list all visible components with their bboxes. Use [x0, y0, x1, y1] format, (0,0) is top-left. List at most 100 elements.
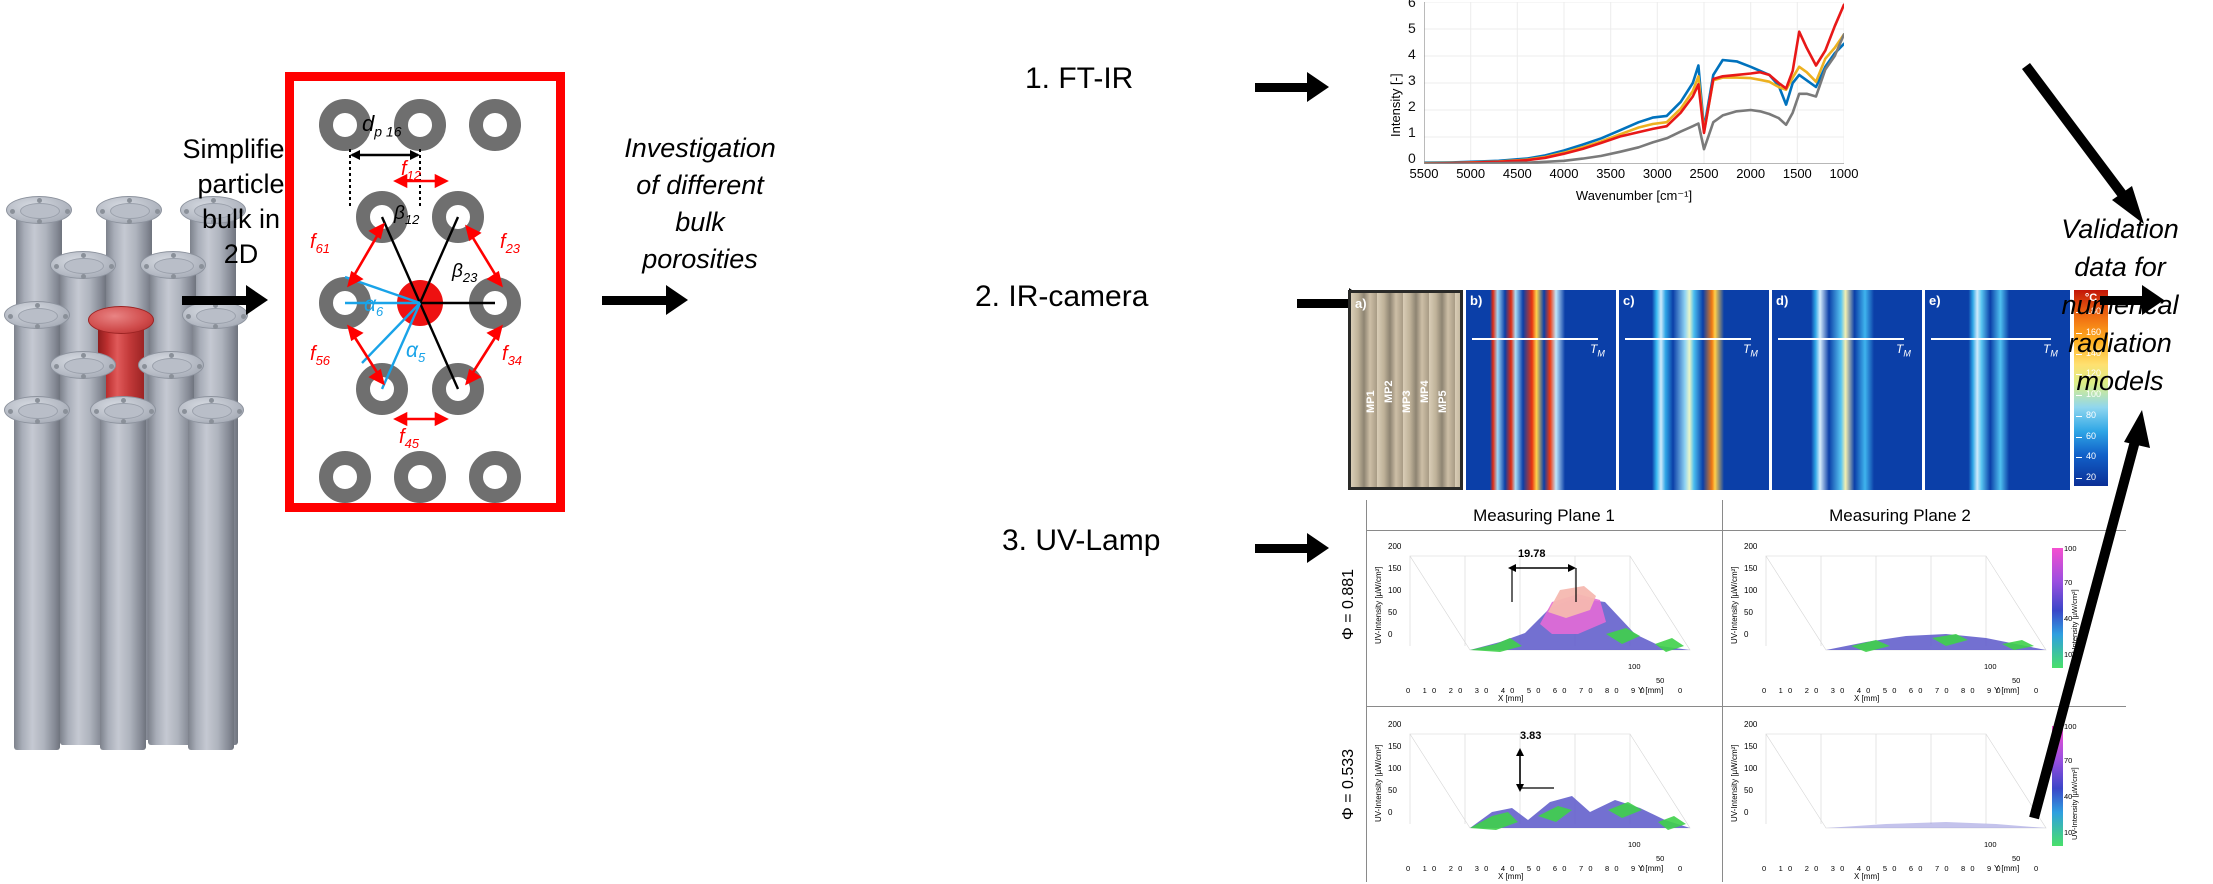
view-factor-f45-label: f45 — [399, 426, 419, 451]
chart-xticks: 5500 5000 4500 4000 3500 3000 2500 2000 1500 1000 — [1410, 166, 1859, 186]
arrow-converge-top — [2022, 63, 2144, 224]
x-tick: 5000 — [1456, 166, 1486, 181]
x-tick: 10 — [1422, 686, 1442, 695]
uv-xticks-r2c1: 0 10 20 30 40 50 60 70 80 90 — [1406, 864, 1650, 873]
uv-ylabel-r1c2: Y [mm] — [1994, 686, 2020, 695]
tm-line-b — [1472, 338, 1598, 340]
uv-annotation-r1c1: 19.78 — [1518, 548, 1546, 560]
particle-ring-4 — [432, 363, 484, 415]
uv-zlabel-r1c1: UV-Intensity [µW/cm²] — [1374, 566, 1383, 644]
f12-base: f — [401, 158, 407, 180]
view-factor-f34-label: f34 — [502, 343, 522, 368]
x-tick: 30 — [1474, 864, 1494, 873]
rod-cap — [180, 196, 246, 224]
uv-zlabel-r2c2: UV-Intensity [µW/cm²] — [1730, 744, 1739, 822]
colorbar-tick-mark — [2076, 312, 2082, 313]
simplified-2d-bulk-diagram: dp 16 f12 f61 f23 f34 f56 f45 β12 β23 α6… — [285, 72, 565, 512]
dp16-dimension-label: dp 16 — [362, 111, 402, 139]
colorbar-tick: 40 — [2086, 451, 2097, 462]
chart-plot-area — [1424, 2, 1844, 164]
x-tick: 40 — [1856, 864, 1876, 873]
cb-tick: 70 — [2064, 756, 2073, 765]
conclusion-line-3: radiation — [2068, 328, 2172, 358]
investigation-line-0: Investigation — [624, 133, 776, 163]
colorbar-tick-mark — [2076, 478, 2082, 479]
dp-sub: p 16 — [374, 123, 402, 140]
f12-sub: 12 — [406, 168, 422, 183]
porosity-label-row2: Φ = 0.533 — [1340, 748, 1357, 820]
x-tick: 80 — [1605, 686, 1624, 695]
investigation-text-block: Investigation of different bulk porositi… — [600, 130, 800, 278]
step-label-line-2: bulk in — [201, 204, 281, 234]
colorbar-tick-mark — [2076, 374, 2082, 376]
y-tick: 100 — [1628, 840, 1641, 849]
rod-cap — [4, 396, 70, 424]
panel-label-d: d) — [1776, 293, 1789, 308]
beta-12-label: β12 — [394, 203, 419, 227]
x-tick: 80 — [1961, 864, 1980, 873]
alpha-5-label: α5 — [406, 339, 425, 365]
uv-grid-divider-top — [1366, 530, 2126, 531]
z-tick: 0 — [1388, 808, 1393, 817]
x-tick: 1500 — [1782, 166, 1812, 181]
x-tick: 3000 — [1642, 166, 1672, 181]
tm-base-c: T — [1743, 342, 1751, 356]
chart-series-sample-2 — [1424, 33, 1844, 164]
z-tick: 50 — [1388, 786, 1397, 795]
z-tick: 150 — [1388, 742, 1402, 751]
porosity-label-row1: Φ = 0.881 — [1340, 568, 1357, 640]
uv-surface-plot-r2c2: UV-Intensity [µW/cm²] 200 150 100 50 0 0… — [1726, 712, 2079, 882]
rod — [90, 396, 156, 750]
x-tick: 70 — [1578, 864, 1598, 873]
x-tick: 60 — [1908, 864, 1928, 873]
y-tick: 50 — [1656, 854, 1665, 863]
f61-sub: 61 — [315, 241, 331, 256]
colorbar-unit: °C — [2084, 292, 2098, 304]
panel-label-b: b) — [1470, 293, 1483, 308]
x-tick: 0 — [1406, 686, 1416, 695]
step-label-line-3: 2D — [223, 239, 259, 269]
cb-tick: 40 — [2064, 792, 2073, 801]
beta12-base: β — [394, 203, 405, 224]
f34-base: f — [502, 343, 508, 365]
rod-cap — [6, 196, 72, 224]
y-tick: 0 — [1678, 864, 1683, 873]
alpha5-base: α — [406, 339, 418, 362]
method-label-ftir: 1. FT-IR — [1025, 62, 1134, 95]
x-tick: 1000 — [1829, 166, 1859, 181]
alpha6-sub: 6 — [375, 304, 384, 320]
x-tick: 90 — [1631, 686, 1650, 695]
chart-series-sample-4 — [1424, 33, 1844, 164]
y-tick: 6 — [1408, 0, 1416, 10]
tm-line-d — [1778, 338, 1904, 340]
y-tick: 3 — [1408, 72, 1416, 88]
colorbar-tick-mark — [2076, 395, 2082, 396]
colorbar-tick-mark — [2076, 332, 2082, 334]
step-label-simplified-2d: Simplified particle bulk in 2D — [176, 132, 306, 272]
chart-series-sample-3 — [1424, 3, 1844, 164]
y-tick: 5 — [1408, 20, 1416, 36]
tm-label-e: TM — [2043, 342, 2058, 358]
particle-ring — [469, 99, 521, 151]
cb-tick: 100 — [2064, 722, 2077, 731]
chart-series-sample-1 — [1424, 42, 1844, 164]
y-tick: 0 — [1678, 686, 1683, 695]
tm-sub-d: M — [1903, 348, 1911, 359]
ftir-spectrum-chart: Intensity [-] 6 5 4 3 2 1 0 5500 5000 4500… — [1388, 0, 1859, 207]
x-tick: 50 — [1882, 864, 1902, 873]
rod-cap — [138, 351, 204, 379]
z-tick: 200 — [1744, 720, 1758, 729]
uv-xlabel-r2c2: X [mm] — [1854, 872, 1880, 881]
x-tick: 20 — [1804, 864, 1824, 873]
x-tick: 90 — [1987, 864, 2006, 873]
step-label-line-1: particle — [197, 169, 285, 199]
f45-base: f — [399, 426, 405, 448]
f45-sub: 45 — [404, 436, 420, 451]
colorbar-tick: 100 — [2086, 389, 2102, 399]
mp1-label: MP1 — [1365, 390, 1377, 413]
view-factor-f56-label: f56 — [310, 343, 330, 368]
uv-surface-plot-r1c1: UV-Intensity [µW/cm²] 200 150 100 50 0 1… — [1370, 534, 1718, 704]
z-tick: 100 — [1388, 764, 1402, 773]
panel-label-c: c) — [1623, 293, 1635, 308]
rod — [4, 396, 70, 750]
